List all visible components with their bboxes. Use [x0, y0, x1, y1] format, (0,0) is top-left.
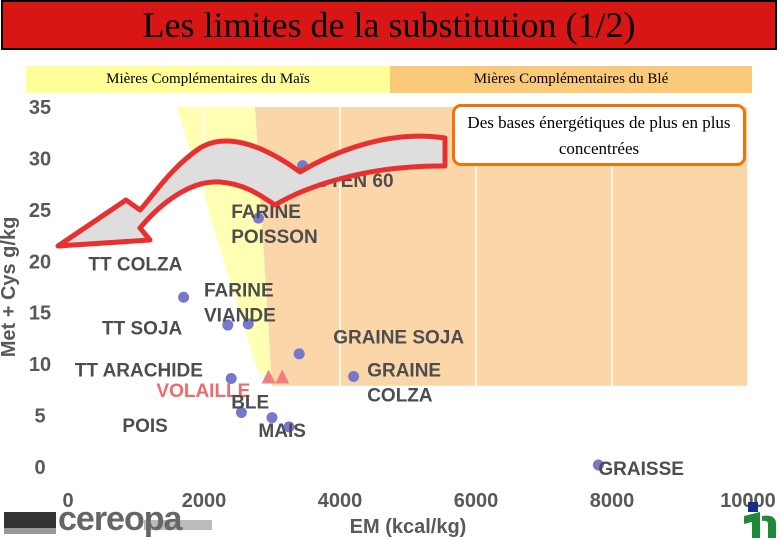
volaille-marker: [275, 369, 290, 384]
ble-zone: [255, 107, 748, 386]
logo-bar-dark: [4, 512, 56, 528]
y-tick-label: 30: [29, 148, 51, 170]
data-point: [252, 212, 264, 224]
x-tick-label: 4000: [318, 490, 363, 512]
data-point: [293, 348, 305, 360]
point-label: FARINE: [231, 202, 301, 223]
data-point: [348, 370, 360, 382]
x-tick-label: 0: [62, 490, 73, 512]
y-tick-label: 5: [34, 406, 45, 428]
point-label: TT SOJA: [102, 318, 183, 339]
y-tick-label: 0: [34, 457, 45, 479]
logo-shape-right: [762, 515, 776, 538]
point-label: TT ARACHIDE: [75, 360, 203, 381]
point-label: GRAINE SOJA: [333, 328, 464, 349]
slide-title: Les limites de la substitution (1/2): [1, 0, 777, 50]
point-label: POIS: [122, 416, 167, 437]
curved-arrow: [55, 133, 448, 249]
x-tick-label: 10000: [720, 490, 776, 512]
data-point: [242, 318, 254, 330]
logo-bar-right: [144, 520, 212, 530]
band-mais-label: Mières Complémentaires du Maïs: [26, 66, 390, 93]
data-point: [592, 459, 604, 471]
axis-titles: EM (kcal/kg) Met + Cys g/kg: [0, 217, 466, 538]
x-tick-label: 8000: [590, 490, 635, 512]
data-point: [235, 406, 247, 418]
data-point: [222, 319, 234, 331]
volaille-marker: [261, 369, 276, 384]
callout-box: Des bases énergétiques de plus en plus c…: [452, 104, 746, 166]
y-tick-label: 35: [29, 97, 51, 119]
x-tick-label: 2000: [182, 490, 227, 512]
chart-ticks: 0 2000 4000 6000 8000 10000 0 5 10 15 20 25 30 35: [29, 97, 776, 512]
logo-text: cereopa: [58, 500, 182, 538]
point-label: VOLAILLE: [156, 381, 250, 402]
data-point: [225, 373, 237, 385]
y-tick-label: 20: [29, 251, 51, 273]
logo-shape-left: [744, 512, 760, 538]
band-ble-label: Mières Complémentaires du Blé: [390, 66, 752, 93]
point-label: FARINE: [204, 280, 274, 301]
logo-square: [748, 502, 758, 512]
logo-bar-light: [4, 528, 56, 534]
point-label: MAIS: [258, 421, 306, 442]
y-tick-label: 10: [29, 354, 51, 376]
point-label: GRAINE: [367, 360, 441, 381]
corner-logo-icon: [744, 502, 776, 538]
arrow-shape: [55, 133, 448, 249]
y-axis-title: Met + Cys g/kg: [0, 217, 20, 358]
point-label: BLE: [231, 392, 269, 413]
cereopa-logo: [4, 512, 212, 534]
point-label: VIANDE: [204, 305, 276, 326]
x-tick-label: 6000: [454, 490, 499, 512]
x-axis-title: EM (kcal/kg): [350, 516, 467, 538]
y-tick-label: 15: [29, 303, 51, 325]
point-label: TT COLZA: [88, 255, 182, 276]
y-tick-label: 25: [29, 200, 51, 222]
data-point: [283, 421, 295, 433]
point-label: COLZA: [367, 385, 433, 406]
data-point: [266, 412, 278, 424]
point-label: POISSON: [231, 227, 318, 248]
data-point: [178, 291, 190, 303]
point-label: GRAISSE: [598, 459, 684, 480]
